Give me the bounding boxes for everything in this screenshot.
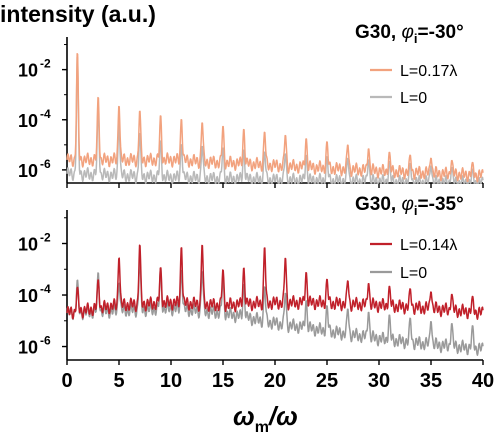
y-tick-exponent: -4 bbox=[40, 107, 51, 121]
legend-label: L=0 bbox=[400, 90, 427, 107]
legend-label: L=0.17λ bbox=[400, 63, 457, 80]
y-tick-label: 10 bbox=[18, 111, 38, 131]
y-tick-label: 10 bbox=[18, 338, 38, 358]
series-line bbox=[66, 258, 484, 356]
y-tick-exponent: -2 bbox=[40, 57, 51, 71]
x-axis-label: ωm/ω bbox=[233, 401, 298, 436]
legend-label: L=0 bbox=[400, 265, 427, 282]
x-tick-label: 30 bbox=[368, 370, 390, 392]
x-tick-label: 20 bbox=[264, 370, 286, 392]
series-line bbox=[66, 56, 484, 184]
x-axis-label-text: ωm/ω bbox=[233, 401, 298, 436]
x-tick-label: 0 bbox=[61, 370, 72, 392]
y-tick-exponent: -2 bbox=[40, 231, 51, 245]
y-tick-label: 10 bbox=[18, 286, 38, 306]
series-line bbox=[66, 52, 484, 183]
legend-label: L=0.14λ bbox=[400, 237, 457, 254]
x-tick-label: 10 bbox=[160, 370, 182, 392]
panel-title: G30, φi=-35° bbox=[355, 194, 464, 218]
y-tick-exponent: -6 bbox=[40, 157, 51, 171]
x-tick-label: 40 bbox=[472, 370, 494, 392]
y-tick-label: 10 bbox=[18, 61, 38, 81]
x-tick-label: 35 bbox=[420, 370, 442, 392]
y-tick-label: 10 bbox=[18, 235, 38, 255]
y-tick-exponent: -4 bbox=[40, 282, 51, 296]
y-tick-label: 10 bbox=[18, 161, 38, 181]
y-axis-label: intensity (a.u.) bbox=[0, 1, 156, 27]
series-line bbox=[66, 244, 484, 320]
panel-title: G30, φi=-30° bbox=[355, 22, 464, 46]
x-tick-label: 15 bbox=[212, 370, 234, 392]
x-tick-label: 25 bbox=[316, 370, 338, 392]
x-tick-label: 5 bbox=[113, 370, 124, 392]
y-tick-exponent: -6 bbox=[40, 334, 51, 348]
